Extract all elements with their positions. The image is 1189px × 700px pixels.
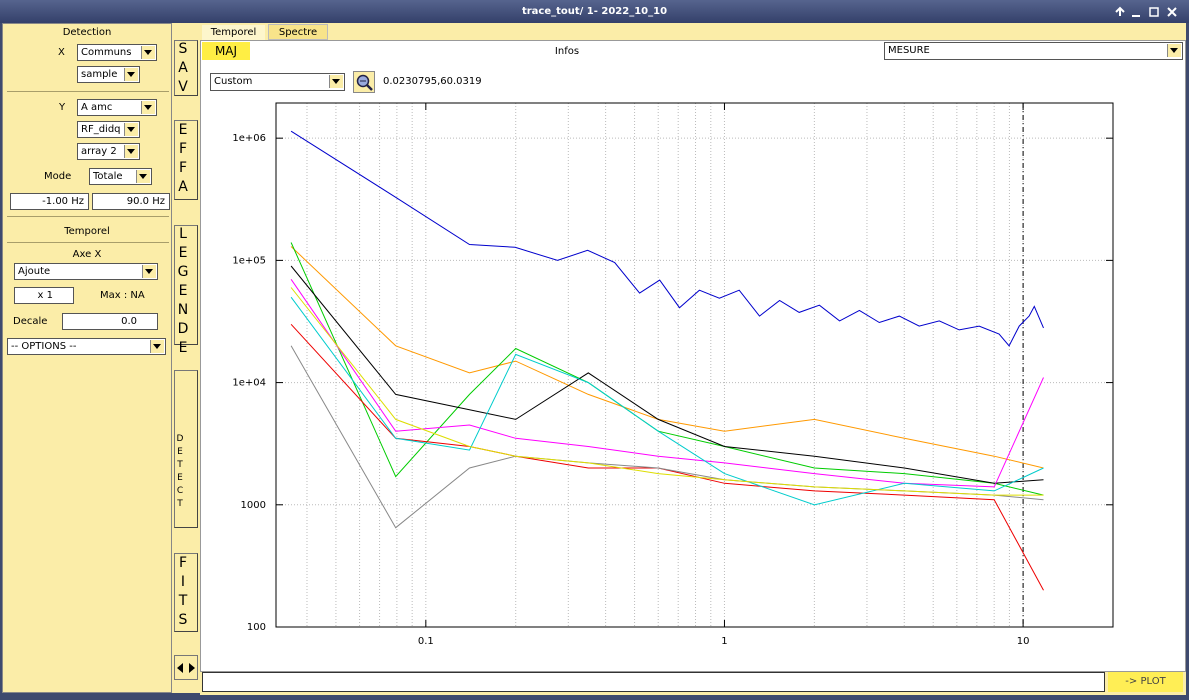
dropdown[interactable]: A amc — [77, 99, 157, 116]
series-line — [290, 279, 1044, 488]
spinbox[interactable]: 0.0 — [62, 313, 158, 330]
dropdown[interactable]: RF_didq — [77, 121, 140, 138]
separator — [7, 242, 169, 243]
command-input[interactable] — [202, 672, 1105, 692]
label: Decale — [13, 316, 48, 327]
dropdown-value: A amc — [81, 102, 113, 113]
spinbox[interactable]: x 1 — [14, 287, 74, 304]
dropdown[interactable]: Totale — [89, 168, 152, 185]
side-button[interactable]: LEGENDE — [174, 225, 198, 359]
series-line — [290, 246, 1044, 469]
window-title: trace_tout/ 1- 2022_10_10 — [521, 6, 668, 17]
y-tick-label: 1e+06 — [232, 133, 266, 144]
collapse-button[interactable] — [174, 655, 198, 680]
text-field[interactable]: 90.0 Hz — [92, 193, 170, 210]
dropdown-value: Ajoute — [18, 266, 51, 277]
label: Axe X — [72, 249, 102, 260]
x-tick-label: 0.1 — [418, 636, 434, 647]
dropdown-value: array 2 — [81, 146, 117, 157]
side-button[interactable]: SAV — [174, 40, 198, 98]
separator — [7, 91, 169, 92]
series-line — [290, 130, 1044, 347]
plot-button[interactable]: -> PLOT — [1108, 672, 1183, 692]
dropdown-value: -- OPTIONS -- — [11, 341, 77, 352]
section-label: Detection — [62, 27, 112, 38]
section-label: Temporel — [64, 226, 110, 237]
label: Y — [59, 102, 66, 113]
series-line — [290, 296, 1044, 506]
side-button[interactable]: EFFA — [174, 120, 198, 200]
dropdown-value: Communs — [81, 47, 132, 58]
dropdown-value: RF_didq — [81, 124, 121, 135]
tab[interactable]: Temporel — [202, 25, 265, 40]
y-tick-label: 1000 — [241, 500, 266, 511]
tab[interactable]: Spectre — [268, 24, 328, 40]
label: Max : NA — [100, 290, 145, 301]
dropdown[interactable]: MESURE — [884, 42, 1183, 60]
x-tick-label: 1 — [721, 636, 727, 647]
dropdown[interactable]: Custom — [210, 73, 345, 91]
dropdown-value: Custom — [214, 76, 253, 87]
series-line — [290, 265, 1044, 484]
chart: 0.1 1 10 1e+06 1e+05 1e+04 1000 100 — [232, 102, 1114, 647]
dropdown-value: sample — [81, 69, 118, 80]
dropdown[interactable]: Communs — [77, 44, 157, 61]
field-value: 0.0 — [121, 316, 137, 327]
maximize-button[interactable] — [1149, 7, 1159, 17]
label: X — [58, 47, 65, 58]
maj-button[interactable]: MAJ — [202, 42, 250, 60]
dropdown[interactable]: -- OPTIONS -- — [7, 338, 166, 355]
dropdown[interactable]: sample — [77, 66, 140, 83]
dropdown[interactable]: Ajoute — [14, 263, 158, 280]
range-label: 0.0230795,60.0319 — [383, 76, 482, 87]
dropdown[interactable]: array 2 — [77, 143, 140, 160]
y-tick-label: 1e+05 — [232, 255, 266, 266]
window-controls[interactable] — [1112, 4, 1184, 20]
y-tick-label: 1e+04 — [232, 378, 266, 389]
close-button[interactable] — [1167, 7, 1177, 17]
dropdown-value: Totale — [93, 171, 123, 182]
series-line — [290, 287, 1044, 496]
x-tick-label: 10 — [1017, 636, 1030, 647]
side-button[interactable]: FITS — [174, 553, 198, 632]
title-bar: trace_tout/ 1- 2022_10_10 — [0, 0, 1189, 23]
separator — [7, 216, 169, 217]
field-value: -1.00 Hz — [42, 196, 84, 207]
plot-frame — [275, 102, 1114, 628]
label: Mode — [44, 171, 72, 182]
text-field[interactable]: -1.00 Hz — [10, 193, 89, 210]
field-value: 90.0 Hz — [126, 196, 165, 207]
dropdown-value: MESURE — [888, 45, 930, 56]
side-button[interactable]: DETECT — [174, 370, 198, 528]
y-tick-label: 100 — [247, 622, 266, 633]
zoom-button[interactable] — [353, 71, 375, 93]
info-label: Infos — [554, 46, 580, 57]
field-value: x 1 — [37, 290, 53, 301]
shade-button[interactable] — [1115, 6, 1125, 16]
